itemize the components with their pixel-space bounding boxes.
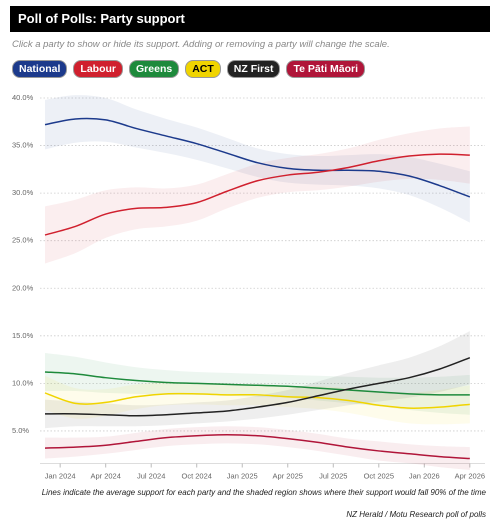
x-tick-label: Apr 2025 bbox=[273, 471, 303, 480]
party-toggle[interactable]: National bbox=[12, 60, 68, 78]
y-tick-label: 40.0% bbox=[12, 93, 34, 102]
x-tick-label: Oct 2025 bbox=[364, 471, 394, 480]
y-tick-label: 10.0% bbox=[12, 378, 34, 387]
x-tick-label: Apr 2026 bbox=[455, 471, 485, 480]
party-toggle[interactable]: Greens bbox=[129, 60, 180, 78]
party-toggle[interactable]: Labour bbox=[73, 60, 124, 78]
x-tick-label: Jan 2024 bbox=[45, 471, 76, 480]
series-line bbox=[44, 392, 470, 409]
series-line bbox=[44, 371, 470, 396]
x-tick-label: Jul 2024 bbox=[137, 471, 165, 480]
y-tick-label: 30.0% bbox=[12, 188, 34, 197]
series-line bbox=[44, 357, 471, 417]
confidence-band bbox=[45, 426, 470, 470]
note: Lines indicate the average support for e… bbox=[41, 488, 486, 497]
confidence-band bbox=[45, 352, 470, 415]
series-line bbox=[44, 153, 470, 236]
party-toggle[interactable]: Te Pāti Māori bbox=[286, 60, 366, 78]
y-tick-label: 35.0% bbox=[12, 141, 34, 150]
party-toggle[interactable]: ACT bbox=[185, 60, 221, 78]
series-line bbox=[44, 117, 471, 198]
x-tick-label: Jul 2025 bbox=[319, 471, 347, 480]
x-tick-label: Oct 2024 bbox=[182, 471, 212, 480]
confidence-band bbox=[45, 331, 470, 429]
y-tick-label: 5.0% bbox=[12, 426, 29, 435]
source: NZ Herald / Motu Research poll of polls bbox=[346, 510, 486, 519]
legend: National Labour Greens ACT NZ First Te Pāti M… bbox=[12, 60, 366, 78]
confidence-band bbox=[45, 95, 470, 223]
chart-title: Poll of Polls: Party support bbox=[10, 6, 490, 32]
lines bbox=[44, 117, 471, 460]
x-tick-label: Jan 2025 bbox=[227, 471, 258, 480]
x-tick-label: Apr 2024 bbox=[90, 471, 120, 480]
confidence-band bbox=[45, 375, 470, 425]
y-tick-label: 25.0% bbox=[12, 236, 34, 245]
bands bbox=[45, 95, 470, 470]
y-tick-label: 20.0% bbox=[12, 283, 34, 292]
party-toggle[interactable]: NZ First bbox=[226, 60, 281, 78]
series-line bbox=[44, 434, 470, 460]
subtitle: Click a party to show or hide its suppor… bbox=[12, 39, 390, 50]
x-tick-label: Jan 2026 bbox=[409, 471, 440, 480]
confidence-band bbox=[45, 126, 470, 264]
y-tick-label: 15.0% bbox=[12, 331, 34, 340]
